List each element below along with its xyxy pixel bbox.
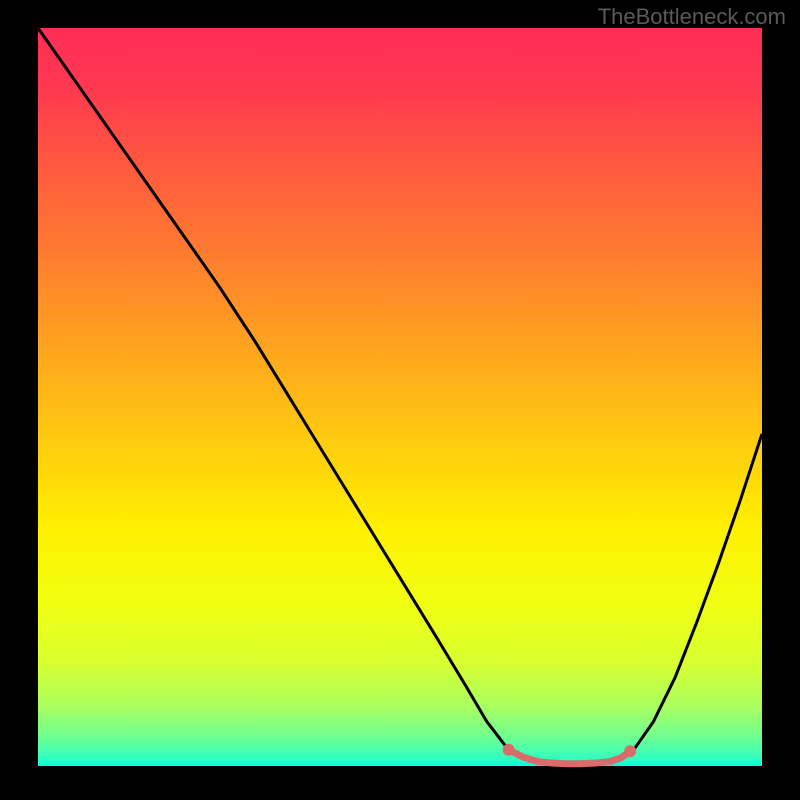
highlight-end-marker [624,745,636,757]
chart-container: TheBottleneck.com [0,0,800,800]
watermark-text: TheBottleneck.com [598,4,786,30]
bottleneck-curve-chart [0,0,800,800]
gradient-background [38,28,762,766]
highlight-start-marker [503,744,515,756]
